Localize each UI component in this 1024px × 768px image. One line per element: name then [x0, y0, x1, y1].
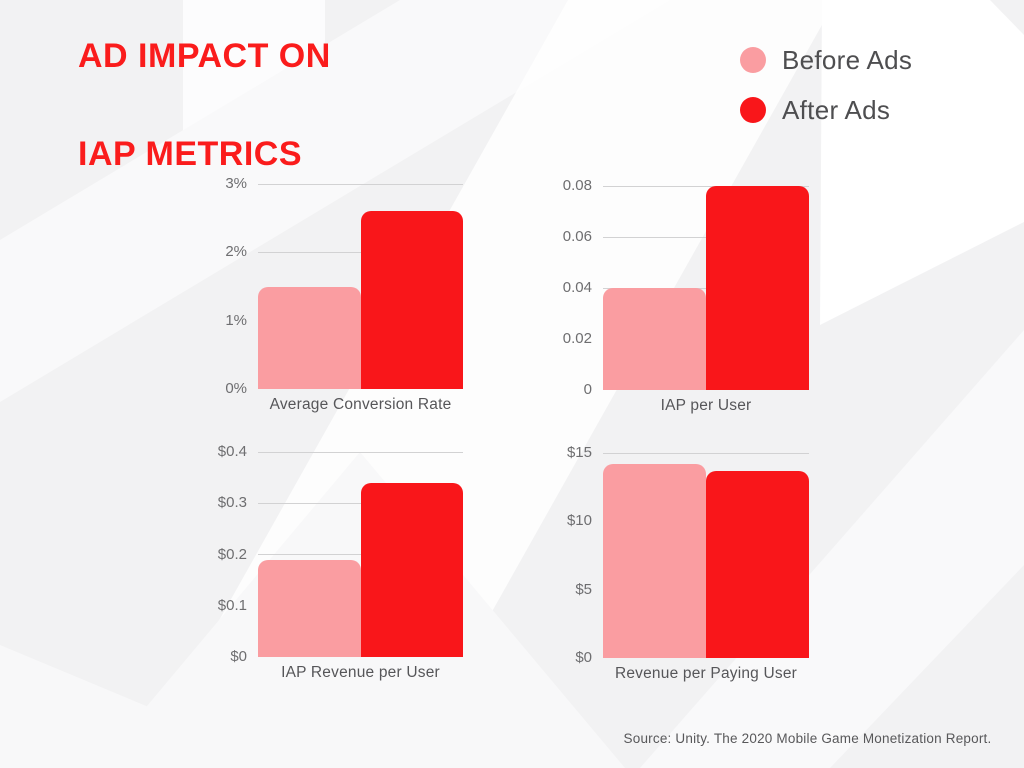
chart-title: Average Conversion Rate — [269, 396, 452, 413]
after-ads-swatch-icon — [740, 97, 766, 123]
before-ads-swatch-icon — [740, 47, 766, 73]
bar-after-ads — [360, 211, 463, 389]
y-axis-tick-label: $15 — [566, 444, 592, 461]
y-axis-tick-label: 0.08 — [562, 177, 592, 194]
legend-item-after-ads: After Ads — [740, 95, 912, 125]
y-axis-tick-label: $0 — [575, 649, 592, 666]
bar-before-ads — [258, 559, 361, 657]
chart-title: IAP per User — [660, 397, 752, 414]
y-axis-tick-label: 0.02 — [562, 330, 592, 347]
gridline — [603, 185, 809, 187]
gridline — [603, 452, 809, 454]
y-axis-tick-label: $0.3 — [217, 494, 247, 512]
bar-after-ads — [360, 482, 463, 657]
y-axis-tick-label: $0.2 — [217, 545, 247, 563]
y-axis-tick-label: 0 — [583, 381, 592, 398]
chart-average-conversion-rate: 0% 1% 2% 3% Average Conversion Rate — [173, 172, 463, 425]
chart-title: Revenue per Paying User — [614, 665, 798, 682]
bar-before-ads — [603, 463, 706, 658]
source-attribution: Source: Unity. The 2020 Mobile Game Mone… — [623, 731, 992, 746]
page-title-line2: IAP METRICS — [78, 135, 303, 173]
gridline — [258, 183, 463, 185]
bar-after-ads — [706, 470, 809, 658]
gridline — [258, 451, 463, 453]
y-axis-tick-label: $0.1 — [217, 596, 247, 614]
legend-label: After Ads — [782, 94, 891, 125]
chart-revenue-per-paying-user: $0 $5 $10 $15 Revenue per Paying User — [518, 441, 809, 694]
y-axis-tick-label: 3% — [225, 175, 247, 192]
y-axis-tick-label: 1% — [225, 311, 247, 329]
plot-area — [603, 185, 809, 390]
bar-before-ads — [603, 288, 706, 390]
chart-iap-per-user: 0 0.02 0.04 0.06 0.08 IAP per User — [518, 174, 809, 426]
chart-title: IAP Revenue per User — [281, 664, 440, 681]
page-title-line1: AD IMPACT ON — [78, 37, 331, 75]
y-axis-tick-label: $0.4 — [217, 443, 247, 460]
bar-after-ads — [706, 186, 809, 390]
y-axis-tick-label: 2% — [225, 243, 247, 261]
legend-label: Before Ads — [782, 44, 913, 75]
y-axis-tick-label: 0% — [225, 380, 247, 397]
y-axis-tick-label: 0.06 — [562, 228, 592, 245]
page-title: AD IMPACT ON IAP METRICS — [78, 32, 331, 179]
chart-iap-revenue-per-user: $0 $0.1 $0.2 $0.3 $0.4 IAP Revenue per User — [173, 440, 463, 693]
plot-area — [258, 451, 463, 657]
y-axis-tick-label: 0.04 — [562, 279, 592, 296]
legend-item-before-ads: Before Ads — [740, 45, 912, 75]
plot-area — [603, 452, 809, 658]
y-axis-tick-label: $0 — [230, 648, 247, 665]
bar-before-ads — [258, 286, 361, 389]
y-axis-tick-label: $10 — [566, 512, 592, 530]
y-axis-tick-label: $5 — [575, 580, 592, 598]
plot-area — [258, 183, 463, 389]
legend: Before Ads After Ads — [740, 45, 912, 145]
